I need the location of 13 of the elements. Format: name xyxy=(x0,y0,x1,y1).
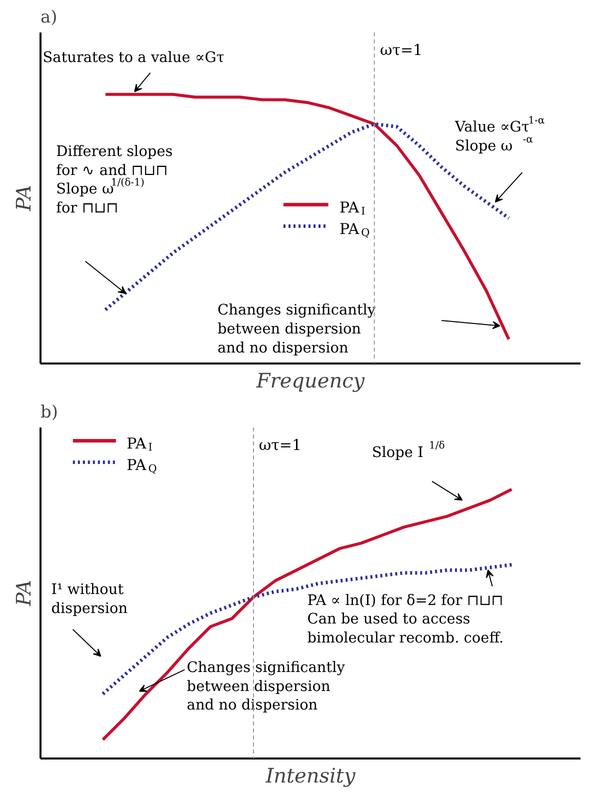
chart-title: b) xyxy=(40,402,58,422)
x-axis-title: Frequency xyxy=(255,368,366,392)
annotation: I¹ without dispersion xyxy=(51,582,128,617)
annotation: Changes significantly between dispersion and no dispersion xyxy=(186,660,346,714)
annotation: PA ∝ ln(I) for δ=2 for ⊓⊔⊓ Can be used to access bimolecular recomb. coeff. xyxy=(307,592,504,646)
y-axis-title: PA xyxy=(12,580,36,608)
x-axis-title: Intensity xyxy=(264,764,356,788)
text: ωτ=1 xyxy=(380,41,423,60)
text: Saturates to a value ∝Gτ xyxy=(42,50,224,66)
annotation: Changes significantly between dispersion and no dispersion xyxy=(218,302,376,356)
text: ωτ=1 xyxy=(258,436,302,454)
chart-title: a) xyxy=(40,8,58,28)
y-axis-title: PA xyxy=(12,184,36,212)
